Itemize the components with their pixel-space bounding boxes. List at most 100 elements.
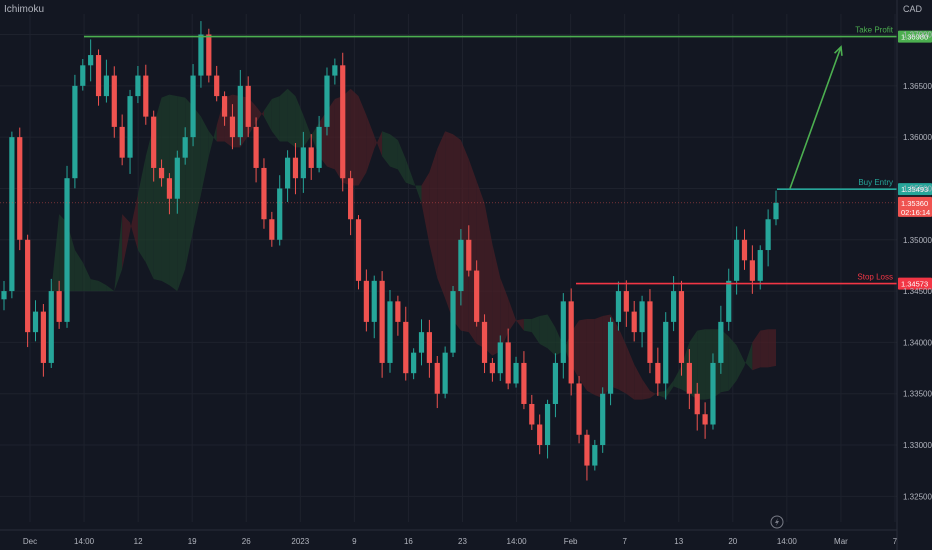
candle-body (103, 75, 110, 97)
candle-body (111, 75, 117, 127)
cloud-segment (586, 318, 595, 396)
stop-loss-label: Stop Loss (857, 273, 893, 282)
cloud-segment (626, 345, 635, 400)
cloud-segment (51, 214, 60, 292)
candle-body (481, 321, 488, 363)
candle-body (190, 75, 196, 138)
x-tick-label: 14:00 (777, 537, 798, 546)
x-tick-label: Mar (834, 537, 848, 546)
cloud-segment (618, 327, 627, 394)
x-tick-label: 14:00 (507, 537, 528, 546)
candle-body (552, 362, 559, 404)
y-tick-label: 1.34500 (903, 287, 932, 296)
cloud-segment (374, 131, 383, 157)
x-tick-label: 26 (242, 537, 251, 546)
candle-body (513, 362, 519, 384)
current-price-tag (898, 196, 932, 217)
x-tick-label: 23 (458, 537, 467, 546)
cloud-segment (500, 277, 509, 352)
cloud-segment (523, 318, 532, 333)
candle-body (718, 321, 724, 363)
x-tick-label: 12 (134, 537, 143, 546)
candle-body (1, 291, 7, 300)
candle-body (702, 414, 708, 425)
candle-body (363, 280, 369, 322)
candle-body (64, 178, 70, 322)
cloud-segment (421, 172, 430, 245)
candle-body (214, 75, 220, 97)
cloud-segment (366, 115, 375, 173)
cloud-segment (350, 88, 359, 186)
cloud-segment (752, 330, 761, 371)
candle-body (497, 342, 503, 374)
take-profit-price-tag (898, 30, 932, 43)
candle-body (592, 445, 598, 466)
candle-body (151, 116, 157, 168)
cloud-segment (657, 390, 666, 399)
cloud-segment (484, 203, 493, 356)
candle-body (143, 75, 149, 117)
cloud-segment (649, 390, 658, 399)
indicator-label[interactable]: Ichimoku (4, 4, 45, 15)
cloud-segment (736, 345, 745, 381)
x-tick-label: Feb (564, 537, 578, 546)
candle-body (245, 85, 251, 127)
countdown-text: 02:16:14 (901, 208, 930, 217)
cloud-segment (405, 159, 414, 186)
candle-body (340, 65, 346, 179)
candle-body (458, 239, 464, 292)
x-tick-label: 7 (893, 537, 898, 546)
candle-body (332, 65, 338, 76)
cloud-segment (642, 379, 650, 400)
candle-body (757, 250, 763, 281)
candle-body (308, 147, 314, 168)
x-tick-label: 7 (622, 537, 627, 546)
candle-body (631, 311, 637, 333)
candle-body (119, 126, 125, 158)
candle-body (726, 280, 732, 322)
cloud-segment (295, 96, 304, 148)
take-profit-label: Take Profit (855, 26, 894, 35)
candle-body (663, 321, 669, 384)
x-tick-label: 16 (404, 537, 413, 546)
candle-body (474, 270, 480, 322)
lightning-icon[interactable] (770, 515, 784, 529)
cloud-segment (665, 380, 674, 399)
candle-body (403, 321, 409, 374)
cloud-segment (397, 140, 406, 183)
cloud-segment (137, 156, 146, 263)
x-tick-label: 9 (352, 537, 357, 546)
x-tick-label: 13 (674, 537, 683, 546)
candle-body (568, 301, 574, 384)
stop-loss-price-text: 1.34573 (901, 280, 928, 289)
cloud-segment (106, 285, 115, 292)
candle-body (221, 96, 228, 117)
price-levels: Take Profit 1.36980 Buy Entry 1.35493 Stop L… (0, 26, 932, 290)
cloud-segment (673, 365, 682, 390)
cloud-segment (256, 106, 264, 123)
cloud-segment (122, 214, 131, 270)
candle-body (25, 239, 31, 333)
candle-body (17, 137, 23, 240)
candle-body (253, 126, 259, 168)
cloud-segment (429, 148, 438, 278)
candle-body (670, 291, 677, 322)
candle-body (387, 301, 393, 363)
candle-body (686, 362, 692, 394)
projection-arrow-head (834, 45, 843, 56)
candle-body (529, 403, 535, 425)
buy-entry-price-tag (898, 183, 932, 196)
candle-body (615, 291, 622, 322)
candle-body (182, 137, 188, 158)
candle-body (694, 393, 700, 415)
candle-body (355, 219, 362, 281)
y-tick-label: 1.33500 (903, 390, 932, 399)
cloud-segment (460, 140, 469, 333)
candle-body (261, 167, 267, 220)
currency-label: CAD (902, 4, 922, 14)
candle-body (135, 75, 141, 97)
candle-body (371, 280, 377, 322)
x-tick-label: 2023 (291, 537, 309, 546)
